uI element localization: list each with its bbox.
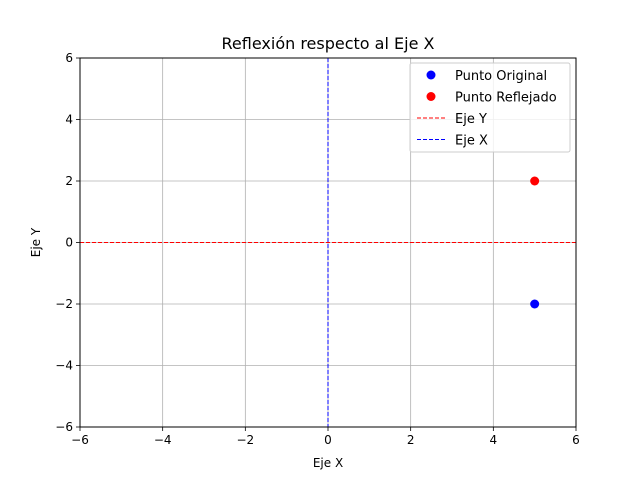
legend-label: Eje X (455, 134, 488, 149)
legend: Punto Original Punto Reflejado Eje Y Eje X (409, 62, 571, 153)
y-tick-label: 6 (65, 51, 73, 65)
legend-marker (426, 70, 436, 80)
data-point (530, 176, 540, 186)
y-axis-label: Eje Y (29, 227, 43, 257)
data-point (530, 299, 540, 309)
x-axis-label: Eje X (313, 456, 343, 470)
legend-label: Eje Y (455, 112, 487, 127)
y-tick-label: 0 (65, 236, 73, 250)
y-tick-label: −2 (55, 297, 73, 311)
legend-label: Punto Original (455, 69, 547, 84)
x-tick-label: 0 (324, 433, 332, 447)
x-tick-label: 4 (490, 433, 498, 447)
legend-marker (426, 92, 436, 101)
y-tick-label: 2 (65, 174, 73, 188)
tick-layer: −6 −4 −2 0 2 4 6 −6 −4 −2 0 2 4 6 (55, 51, 580, 447)
x-tick-label: −2 (236, 433, 254, 447)
x-tick-label: 6 (572, 433, 580, 447)
y-tick-label: 4 (65, 113, 73, 127)
x-tick-label: −4 (154, 433, 172, 447)
series-layer (80, 58, 576, 427)
y-tick-label: −6 (55, 420, 73, 434)
chart-title: Reflexión respecto al Eje X (222, 34, 435, 53)
x-tick-label: 2 (407, 433, 415, 447)
legend-label: Punto Reflejado (455, 91, 557, 106)
x-tick-label: −6 (71, 433, 89, 447)
legend-box (409, 62, 571, 153)
y-tick-label: −4 (55, 359, 73, 373)
